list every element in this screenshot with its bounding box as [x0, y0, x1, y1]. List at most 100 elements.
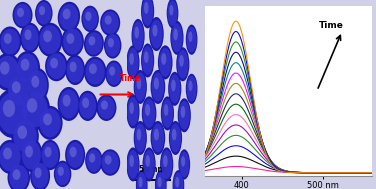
Ellipse shape: [152, 124, 164, 152]
Ellipse shape: [141, 43, 154, 77]
Ellipse shape: [150, 70, 165, 104]
Ellipse shape: [6, 74, 31, 108]
Ellipse shape: [65, 140, 85, 170]
Ellipse shape: [61, 26, 84, 57]
Ellipse shape: [126, 45, 139, 79]
Ellipse shape: [63, 29, 82, 54]
Ellipse shape: [47, 53, 66, 79]
Ellipse shape: [17, 54, 38, 82]
Ellipse shape: [25, 146, 33, 158]
Ellipse shape: [0, 56, 19, 88]
Ellipse shape: [171, 79, 176, 91]
Text: 50 nm: 50 nm: [139, 165, 165, 174]
Ellipse shape: [163, 155, 168, 167]
Ellipse shape: [162, 99, 173, 128]
Ellipse shape: [22, 141, 41, 170]
Ellipse shape: [105, 155, 112, 164]
Ellipse shape: [170, 124, 181, 152]
Ellipse shape: [0, 140, 23, 174]
Ellipse shape: [3, 100, 15, 117]
Ellipse shape: [129, 102, 134, 114]
Ellipse shape: [161, 53, 166, 65]
Ellipse shape: [188, 31, 193, 42]
Ellipse shape: [89, 64, 97, 74]
Ellipse shape: [152, 73, 164, 101]
Ellipse shape: [126, 94, 139, 129]
Ellipse shape: [137, 172, 147, 189]
Ellipse shape: [160, 147, 173, 181]
Ellipse shape: [58, 87, 80, 121]
Ellipse shape: [172, 129, 176, 140]
Ellipse shape: [168, 72, 181, 106]
Ellipse shape: [135, 124, 146, 152]
Ellipse shape: [67, 33, 74, 44]
Ellipse shape: [28, 71, 47, 99]
Ellipse shape: [26, 68, 49, 102]
Ellipse shape: [176, 47, 190, 81]
Ellipse shape: [45, 147, 52, 157]
Ellipse shape: [0, 92, 27, 134]
Ellipse shape: [88, 36, 96, 46]
Ellipse shape: [155, 170, 167, 189]
Ellipse shape: [55, 163, 70, 185]
Ellipse shape: [136, 77, 141, 90]
Ellipse shape: [170, 21, 183, 55]
Ellipse shape: [177, 50, 188, 79]
Ellipse shape: [86, 59, 105, 85]
Ellipse shape: [150, 20, 163, 49]
Ellipse shape: [38, 106, 63, 140]
Ellipse shape: [42, 142, 59, 168]
Ellipse shape: [12, 2, 33, 28]
Ellipse shape: [169, 5, 173, 15]
Ellipse shape: [186, 74, 197, 104]
Ellipse shape: [173, 172, 183, 189]
Ellipse shape: [161, 96, 174, 130]
Ellipse shape: [21, 25, 39, 51]
Ellipse shape: [179, 101, 190, 130]
Ellipse shape: [186, 25, 197, 55]
Ellipse shape: [129, 155, 134, 167]
Ellipse shape: [106, 62, 121, 85]
Ellipse shape: [173, 29, 178, 40]
Ellipse shape: [164, 104, 168, 116]
Ellipse shape: [84, 57, 106, 87]
Ellipse shape: [24, 29, 32, 40]
Ellipse shape: [102, 151, 119, 174]
Ellipse shape: [144, 51, 149, 63]
Ellipse shape: [58, 2, 80, 32]
Ellipse shape: [81, 6, 99, 32]
Ellipse shape: [156, 172, 166, 189]
Ellipse shape: [35, 167, 42, 178]
Ellipse shape: [63, 94, 71, 107]
Ellipse shape: [40, 140, 60, 170]
Ellipse shape: [59, 90, 79, 118]
Ellipse shape: [39, 25, 61, 54]
Ellipse shape: [105, 60, 123, 87]
Ellipse shape: [168, 0, 177, 26]
Ellipse shape: [105, 15, 112, 25]
Ellipse shape: [59, 4, 78, 30]
Ellipse shape: [89, 153, 95, 163]
Ellipse shape: [100, 9, 120, 36]
Ellipse shape: [154, 77, 159, 90]
Ellipse shape: [35, 0, 53, 26]
Ellipse shape: [145, 104, 150, 116]
Ellipse shape: [27, 98, 37, 113]
Ellipse shape: [186, 76, 197, 102]
Ellipse shape: [17, 126, 27, 139]
Ellipse shape: [102, 12, 119, 34]
Ellipse shape: [179, 152, 189, 177]
Ellipse shape: [9, 165, 28, 189]
Ellipse shape: [43, 113, 52, 125]
Ellipse shape: [0, 26, 21, 57]
Ellipse shape: [32, 163, 49, 189]
Ellipse shape: [109, 67, 115, 76]
Ellipse shape: [4, 33, 12, 44]
Ellipse shape: [134, 121, 147, 155]
Ellipse shape: [0, 89, 30, 138]
Ellipse shape: [146, 155, 150, 167]
Ellipse shape: [150, 121, 165, 155]
Ellipse shape: [36, 2, 51, 24]
Ellipse shape: [20, 23, 40, 53]
Ellipse shape: [22, 92, 48, 127]
